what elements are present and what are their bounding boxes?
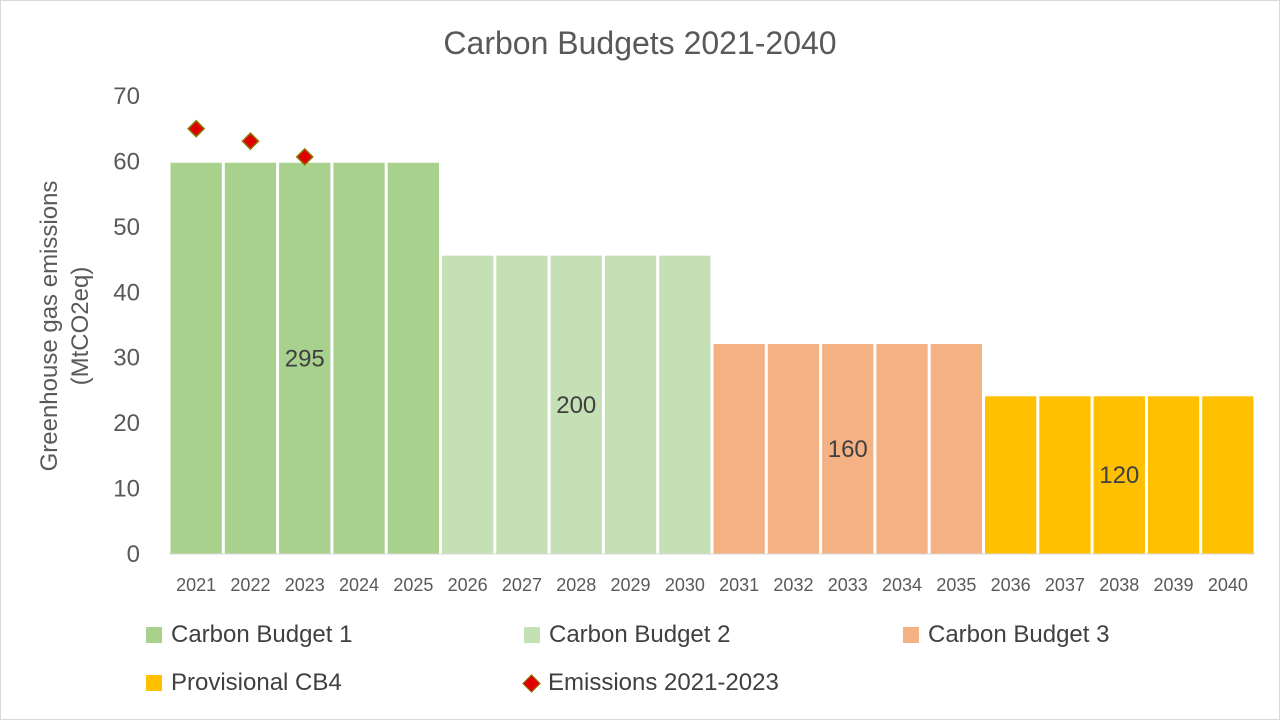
bar-2036 xyxy=(985,396,1037,554)
bar-2024 xyxy=(333,162,385,555)
bar-2022 xyxy=(224,162,277,555)
y-axis-label-line2: (MtCO2eq) xyxy=(67,267,94,386)
x-tick-label-2034: 2034 xyxy=(882,575,922,595)
x-tick-label-2024: 2024 xyxy=(339,575,379,595)
emission-markers xyxy=(187,119,314,166)
legend-label: Emissions 2021-2023 xyxy=(548,669,779,696)
y-tick-label: 0 xyxy=(127,541,140,568)
x-tick-label-2031: 2031 xyxy=(719,575,759,595)
budget-total-label-3: 160 xyxy=(828,436,868,463)
bar-2038 xyxy=(1093,396,1145,554)
legend-label: Carbon Budget 3 xyxy=(928,621,1110,648)
legend-label: Carbon Budget 2 xyxy=(549,621,731,648)
legend-marker-emissions xyxy=(522,673,541,693)
legend-swatch-carbon-budget-3 xyxy=(903,627,919,643)
bar-2033 xyxy=(822,343,874,554)
x-tick-label-2036: 2036 xyxy=(991,575,1031,595)
x-tick-label-2027: 2027 xyxy=(502,575,542,595)
legend-item-carbon-budget-2: Carbon Budget 2 xyxy=(524,620,730,650)
y-tick-label: 40 xyxy=(113,279,140,306)
x-tick-label-2025: 2025 xyxy=(393,575,433,595)
bar-2028 xyxy=(550,255,602,554)
bar-2027 xyxy=(496,255,548,554)
bar-2023 xyxy=(279,162,331,555)
legend-label: Carbon Budget 1 xyxy=(171,621,353,648)
chart-title: Carbon Budgets 2021-2040 xyxy=(443,25,836,61)
y-tick-label: 10 xyxy=(113,476,140,503)
y-tick-label: 70 xyxy=(113,83,140,110)
bar-2021 xyxy=(170,162,222,555)
y-axis-ticks: 0 10 20 30 40 50 60 70 xyxy=(113,83,140,568)
budget-total-label-1: 295 xyxy=(285,345,325,372)
budget-total-label-4: 120 xyxy=(1099,462,1139,489)
bar-2032 xyxy=(767,343,820,554)
x-tick-label-2021: 2021 xyxy=(176,575,216,595)
emission-marker-2023 xyxy=(295,147,314,166)
bar-2025 xyxy=(387,162,439,555)
bar-2031 xyxy=(713,343,765,554)
legend-label: Provisional CB4 xyxy=(171,669,342,696)
legend: Carbon Budget 1 Carbon Budget 2 Carbon B… xyxy=(0,612,1280,712)
bar-2040 xyxy=(1202,396,1254,554)
x-tick-label-2030: 2030 xyxy=(665,575,705,595)
emission-marker-2021 xyxy=(187,119,206,138)
legend-item-carbon-budget-3: Carbon Budget 3 xyxy=(903,620,1109,650)
bar-2035 xyxy=(930,343,982,554)
x-axis-ticks: 2021 2022 2023 2024 2025 2026 2027 2028 2029 2030… xyxy=(176,575,1248,595)
legend-swatch-provisional-cb4 xyxy=(146,675,162,691)
bar-2030 xyxy=(659,255,711,554)
bar-2037 xyxy=(1039,396,1091,554)
y-tick-label: 60 xyxy=(113,148,140,175)
legend-swatch-carbon-budget-1 xyxy=(146,627,162,643)
x-tick-label-2039: 2039 xyxy=(1154,575,1194,595)
x-tick-label-2026: 2026 xyxy=(448,575,488,595)
y-tick-label: 30 xyxy=(113,345,140,372)
y-tick-label: 20 xyxy=(113,410,140,437)
x-tick-label-2040: 2040 xyxy=(1208,575,1248,595)
legend-item-emissions: Emissions 2021-2023 xyxy=(522,668,779,698)
x-tick-label-2037: 2037 xyxy=(1045,575,1085,595)
y-tick-label: 50 xyxy=(113,214,140,241)
budget-total-labels: 295 200 160 120 xyxy=(285,345,1140,489)
budget-total-label-2: 200 xyxy=(556,392,596,419)
x-tick-label-2032: 2032 xyxy=(773,575,813,595)
x-tick-label-2029: 2029 xyxy=(611,575,651,595)
x-tick-label-2038: 2038 xyxy=(1099,575,1139,595)
bars xyxy=(170,162,1254,555)
legend-swatch-carbon-budget-2 xyxy=(524,627,540,643)
x-tick-label-2022: 2022 xyxy=(230,575,270,595)
legend-item-provisional-cb4: Provisional CB4 xyxy=(146,668,342,698)
bar-2029 xyxy=(604,255,657,554)
x-tick-label-2028: 2028 xyxy=(556,575,596,595)
x-tick-label-2035: 2035 xyxy=(936,575,976,595)
bar-2026 xyxy=(442,255,494,554)
emission-marker-2022 xyxy=(241,132,260,151)
x-tick-label-2023: 2023 xyxy=(285,575,325,595)
bar-2034 xyxy=(876,343,928,554)
bar-2039 xyxy=(1147,396,1200,554)
legend-item-carbon-budget-1: Carbon Budget 1 xyxy=(146,620,352,650)
y-axis-label-line1: Greenhouse gas emissions xyxy=(36,181,63,472)
x-tick-label-2033: 2033 xyxy=(828,575,868,595)
